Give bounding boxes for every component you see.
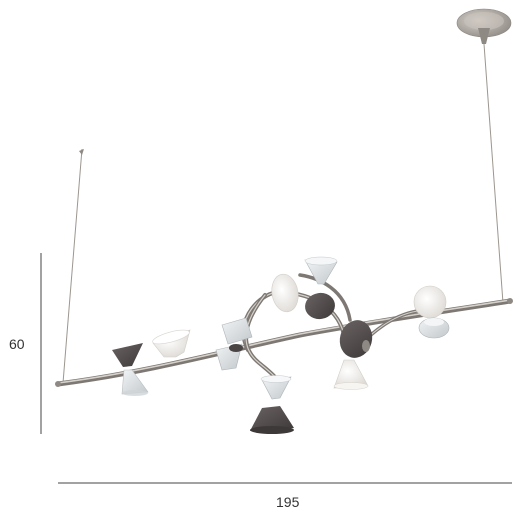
lamp-hourglass-bottom [250,375,294,434]
suspension-cable-right [483,43,504,304]
lamp-white-globe-right [413,285,450,339]
height-dimension-label: 60 [9,336,25,352]
suspension-cable-left [62,148,83,384]
curved-arms [241,273,427,394]
lamp-clear-cone-top [304,256,338,285]
lamp-frosted-cone-lower [333,359,369,390]
lamp-white-disc-upper [271,273,299,313]
width-dimension-label: 195 [276,494,300,510]
lamp-clear-glass-pair [215,317,253,371]
ceiling-canopy [456,8,512,44]
lamp-smoked-hourglass-left [112,343,149,396]
lamp-smoked-disc-middle [305,292,335,320]
lamp-frosted-cone [152,329,191,358]
lamp-smoked-disc-right [339,320,373,358]
